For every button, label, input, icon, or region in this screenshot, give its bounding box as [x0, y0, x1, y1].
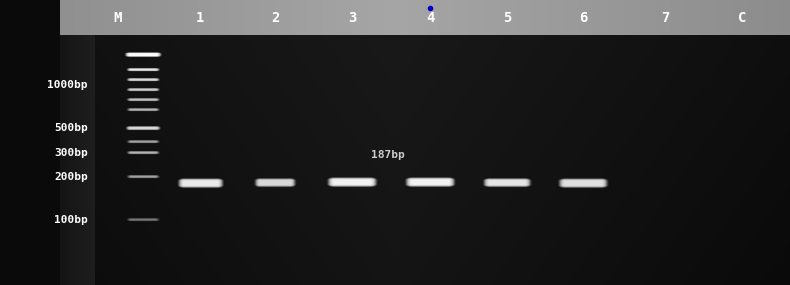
Text: 187bp: 187bp	[371, 150, 404, 160]
Text: 7: 7	[660, 11, 669, 25]
Text: 6: 6	[579, 11, 587, 25]
Text: 100bp: 100bp	[55, 215, 88, 225]
Text: 4: 4	[426, 11, 434, 25]
Text: 5: 5	[502, 11, 511, 25]
Text: 500bp: 500bp	[55, 123, 88, 133]
Text: 300bp: 300bp	[55, 148, 88, 158]
Text: 1000bp: 1000bp	[47, 80, 88, 90]
Text: 1: 1	[196, 11, 204, 25]
Text: M: M	[114, 11, 122, 25]
Text: 3: 3	[348, 11, 356, 25]
Text: C: C	[738, 11, 747, 25]
Text: 200bp: 200bp	[55, 172, 88, 182]
Text: 2: 2	[271, 11, 279, 25]
